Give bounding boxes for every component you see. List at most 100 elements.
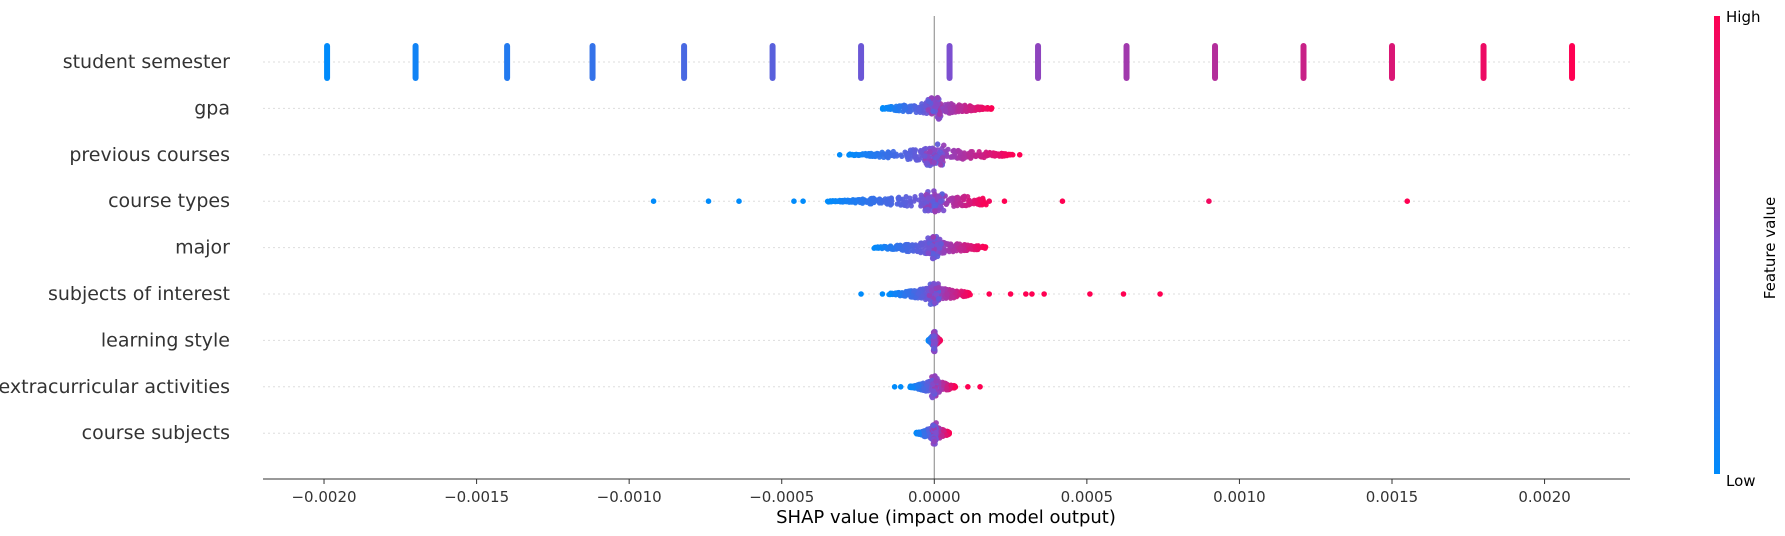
data-point bbox=[870, 153, 876, 159]
data-point bbox=[987, 150, 993, 156]
data-point bbox=[930, 422, 937, 429]
feature-label: learning style bbox=[101, 329, 230, 351]
data-point bbox=[865, 198, 871, 205]
data-point bbox=[900, 247, 906, 253]
data-point bbox=[898, 152, 904, 158]
data-point bbox=[941, 428, 947, 434]
data-point bbox=[944, 291, 950, 297]
data-point bbox=[896, 103, 903, 109]
colorbar: High Low Feature value bbox=[1714, 8, 1779, 490]
data-point-outlier bbox=[1059, 198, 1066, 204]
data-point bbox=[921, 153, 928, 159]
data-point bbox=[919, 241, 926, 247]
data-point bbox=[933, 378, 940, 384]
data-point bbox=[921, 431, 928, 437]
data-point bbox=[950, 154, 956, 160]
data-point bbox=[895, 244, 901, 250]
data-point bbox=[1007, 152, 1013, 158]
data-point-outlier bbox=[1087, 291, 1093, 297]
feature-label: gpa bbox=[194, 97, 230, 119]
data-point bbox=[920, 293, 926, 299]
data-point bbox=[930, 234, 937, 240]
data-point bbox=[884, 105, 890, 111]
data-point bbox=[947, 243, 953, 249]
data-point-outlier bbox=[791, 198, 797, 204]
data-point bbox=[955, 147, 961, 154]
x-tick-label: 0.0010 bbox=[1213, 488, 1266, 506]
x-tick-label: 0.0015 bbox=[1366, 488, 1419, 506]
feature-label: course subjects bbox=[82, 422, 230, 444]
data-point bbox=[909, 247, 915, 253]
data-point bbox=[824, 198, 831, 204]
data-point bbox=[934, 94, 941, 101]
data-point bbox=[892, 290, 898, 296]
x-tick-label: 0.0020 bbox=[1518, 488, 1571, 506]
data-point bbox=[930, 255, 936, 262]
data-point-outlier bbox=[1120, 291, 1127, 297]
data-point bbox=[988, 105, 995, 111]
data-point bbox=[936, 111, 943, 118]
data-point bbox=[975, 243, 981, 249]
data-point bbox=[978, 197, 984, 203]
data-point bbox=[982, 105, 989, 112]
data-point bbox=[961, 155, 967, 161]
data-point bbox=[931, 329, 937, 335]
data-point-outlier bbox=[1206, 198, 1212, 204]
data-point bbox=[936, 236, 943, 243]
feature-label: previous courses bbox=[69, 144, 230, 166]
data-point bbox=[908, 200, 914, 206]
data-point bbox=[930, 388, 937, 395]
data-point-outlier bbox=[858, 291, 864, 297]
x-tick-label: −0.0020 bbox=[291, 488, 356, 506]
data-point bbox=[957, 200, 963, 206]
data-point bbox=[952, 383, 958, 389]
data-point bbox=[947, 106, 953, 112]
data-point bbox=[958, 288, 964, 294]
data-point bbox=[966, 197, 972, 203]
data-point bbox=[931, 202, 938, 209]
data-point bbox=[918, 203, 924, 209]
feature-label: subjects of interest bbox=[48, 283, 230, 305]
data-point bbox=[967, 107, 973, 113]
data-point bbox=[912, 153, 919, 159]
data-point bbox=[951, 247, 957, 254]
data-point bbox=[957, 107, 963, 114]
data-point bbox=[930, 250, 936, 257]
data-point-outlier bbox=[1029, 291, 1035, 297]
data-point bbox=[968, 155, 974, 161]
x-tick-label: 0.0005 bbox=[1061, 488, 1114, 506]
data-point-outlier bbox=[1016, 152, 1023, 158]
data-point bbox=[850, 198, 857, 204]
data-point bbox=[936, 193, 942, 200]
data-point bbox=[923, 160, 930, 167]
data-point bbox=[967, 292, 973, 298]
data-point bbox=[954, 195, 961, 202]
data-point bbox=[958, 245, 964, 251]
feature-label: major bbox=[175, 237, 230, 259]
colorbar-gradient bbox=[1714, 16, 1720, 474]
data-point bbox=[948, 382, 954, 389]
data-point bbox=[962, 292, 968, 298]
data-point bbox=[931, 345, 937, 352]
data-point bbox=[934, 101, 941, 107]
data-point bbox=[921, 385, 927, 392]
data-point bbox=[928, 287, 935, 294]
data-point bbox=[894, 201, 900, 207]
data-point bbox=[960, 194, 966, 200]
data-point bbox=[901, 293, 907, 299]
data-point bbox=[981, 200, 987, 207]
colorbar-low-label: Low bbox=[1726, 472, 1756, 490]
data-point bbox=[888, 245, 894, 251]
data-point-outlier bbox=[986, 291, 993, 297]
data-point bbox=[851, 152, 857, 158]
data-point bbox=[937, 149, 943, 156]
data-point bbox=[944, 200, 950, 206]
data-point bbox=[916, 107, 922, 113]
data-point bbox=[924, 206, 931, 213]
data-point-outlier bbox=[1041, 291, 1047, 297]
data-point bbox=[914, 382, 920, 388]
data-point bbox=[904, 246, 910, 252]
data-point bbox=[975, 106, 982, 112]
data-point bbox=[934, 141, 941, 148]
